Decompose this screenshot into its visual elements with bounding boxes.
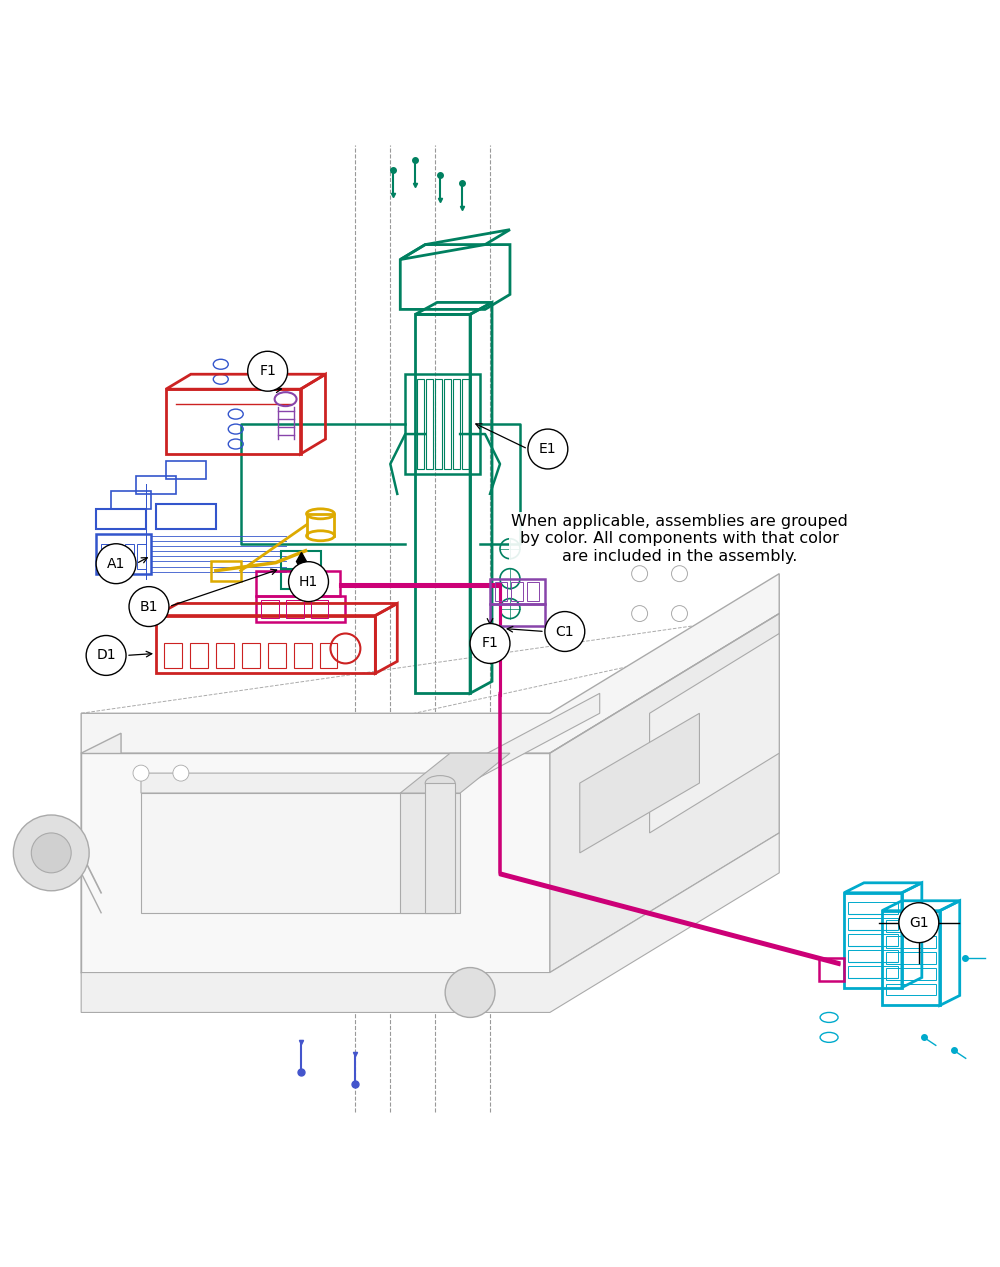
Polygon shape xyxy=(400,793,460,912)
Text: When applicable, assemblies are grouped
by color. All components with that color: When applicable, assemblies are grouped … xyxy=(511,514,848,564)
Circle shape xyxy=(31,832,71,873)
Polygon shape xyxy=(550,613,779,973)
Polygon shape xyxy=(81,574,779,753)
Text: A1: A1 xyxy=(107,556,125,570)
Text: B1: B1 xyxy=(140,599,158,613)
Circle shape xyxy=(289,561,328,602)
Polygon shape xyxy=(141,693,600,793)
Circle shape xyxy=(545,612,585,651)
Circle shape xyxy=(528,430,568,469)
Circle shape xyxy=(129,587,169,626)
Circle shape xyxy=(173,765,189,780)
Circle shape xyxy=(96,544,136,584)
Circle shape xyxy=(672,606,687,622)
Polygon shape xyxy=(141,793,450,912)
Circle shape xyxy=(470,623,510,664)
Circle shape xyxy=(632,606,648,622)
Circle shape xyxy=(13,815,89,891)
Circle shape xyxy=(248,351,288,392)
Polygon shape xyxy=(580,713,699,853)
Circle shape xyxy=(133,765,149,780)
Text: F1: F1 xyxy=(482,636,498,650)
Circle shape xyxy=(899,903,939,943)
Polygon shape xyxy=(81,753,550,973)
Polygon shape xyxy=(81,832,779,1012)
Text: G1: G1 xyxy=(909,916,929,930)
Circle shape xyxy=(672,565,687,582)
Text: H1: H1 xyxy=(299,575,318,589)
Text: C1: C1 xyxy=(556,625,574,639)
Polygon shape xyxy=(425,783,455,912)
Ellipse shape xyxy=(425,775,455,791)
Circle shape xyxy=(632,565,648,582)
Circle shape xyxy=(86,636,126,675)
Polygon shape xyxy=(400,753,510,793)
Circle shape xyxy=(445,968,495,1017)
Polygon shape xyxy=(81,734,121,992)
Text: D1: D1 xyxy=(96,649,116,663)
Text: F1: F1 xyxy=(259,364,276,379)
Polygon shape xyxy=(650,634,779,832)
Text: E1: E1 xyxy=(539,442,557,456)
